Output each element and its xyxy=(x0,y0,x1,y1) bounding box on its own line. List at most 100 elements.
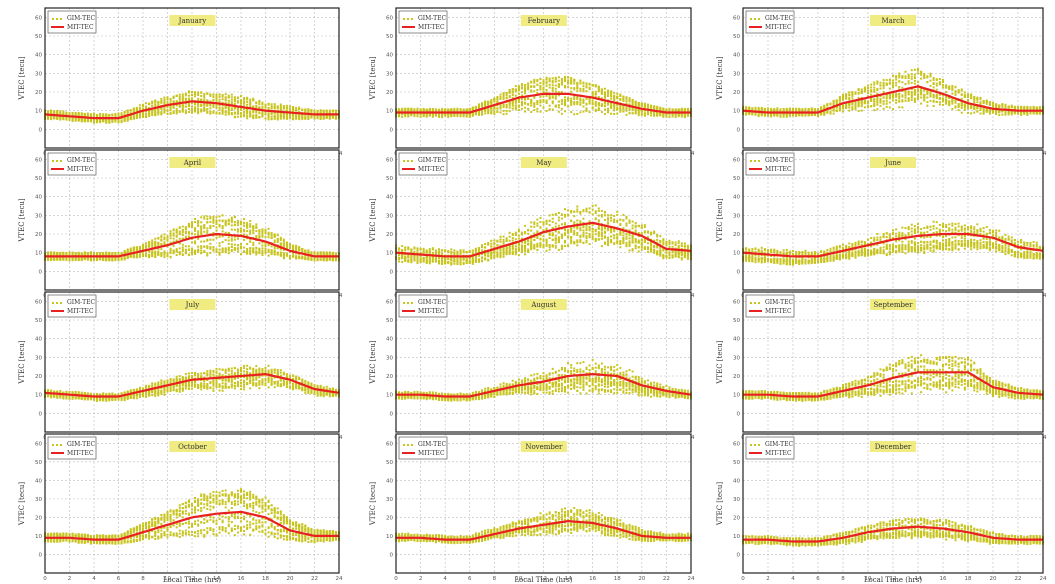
observed-point xyxy=(557,104,560,107)
observed-point xyxy=(603,105,606,108)
observed-point xyxy=(910,95,913,98)
observed-point xyxy=(246,108,249,111)
observed-point xyxy=(524,90,527,93)
observed-point xyxy=(444,110,447,113)
observed-point xyxy=(258,106,261,109)
observed-point xyxy=(249,98,252,101)
observed-point xyxy=(631,111,634,114)
observed-point xyxy=(50,118,53,121)
observed-point xyxy=(579,111,582,114)
observed-point xyxy=(487,112,490,115)
observed-point xyxy=(236,101,239,104)
observed-point xyxy=(938,93,941,96)
observed-point xyxy=(554,105,557,108)
observed-point xyxy=(1007,113,1010,116)
observed-point xyxy=(876,80,879,83)
observed-point xyxy=(273,249,276,252)
observed-point xyxy=(628,107,631,110)
observed-point xyxy=(246,117,249,120)
observed-point xyxy=(404,108,407,111)
observed-point xyxy=(243,96,246,99)
observed-point xyxy=(530,98,533,101)
observed-point xyxy=(298,108,301,111)
observed-point xyxy=(573,96,576,99)
observed-point xyxy=(157,103,160,106)
observed-point xyxy=(285,117,288,120)
observed-point xyxy=(879,104,882,107)
observed-point xyxy=(573,87,576,90)
observed-point xyxy=(885,82,888,85)
observed-point xyxy=(474,111,477,114)
observed-point xyxy=(957,109,960,112)
observed-point xyxy=(857,105,860,108)
observed-point xyxy=(194,92,197,95)
observed-point xyxy=(920,73,923,76)
observed-point xyxy=(175,110,178,113)
observed-point xyxy=(530,85,533,88)
observed-point xyxy=(582,99,585,102)
observed-point xyxy=(181,93,184,96)
observed-point xyxy=(56,110,59,113)
observed-point xyxy=(588,82,591,85)
observed-point xyxy=(860,92,863,95)
observed-point xyxy=(876,82,879,85)
observed-point xyxy=(276,239,279,242)
observed-point xyxy=(200,95,203,98)
observed-point xyxy=(264,113,267,116)
observed-point xyxy=(932,78,935,81)
observed-point xyxy=(591,103,594,106)
observed-point xyxy=(963,91,966,94)
legend-label: GIM-TEC xyxy=(418,15,447,22)
observed-point xyxy=(178,247,181,250)
observed-point xyxy=(233,220,236,223)
observed-point xyxy=(588,101,591,104)
observed-point xyxy=(857,96,860,99)
observed-point xyxy=(447,115,450,118)
observed-point xyxy=(1004,106,1007,109)
observed-point xyxy=(879,98,882,101)
observed-point xyxy=(240,115,242,118)
observed-point xyxy=(252,97,255,100)
observed-point xyxy=(407,107,410,110)
observed-point xyxy=(551,108,554,111)
observed-point xyxy=(172,104,175,107)
observed-point xyxy=(564,104,567,107)
observed-point xyxy=(754,113,757,116)
observed-point xyxy=(227,242,230,245)
observed-point xyxy=(870,99,873,102)
observed-point xyxy=(517,89,520,92)
observed-point xyxy=(863,87,866,90)
observed-point xyxy=(901,81,904,84)
observed-point xyxy=(227,99,230,102)
observed-point xyxy=(967,98,969,101)
observed-point xyxy=(967,106,969,109)
observed-point xyxy=(603,100,606,103)
observed-point xyxy=(564,84,567,87)
observed-point xyxy=(105,120,108,123)
observed-point xyxy=(801,113,804,116)
observed-point xyxy=(767,112,769,115)
observed-point xyxy=(677,114,680,117)
observed-point xyxy=(169,112,172,115)
observed-point xyxy=(172,100,175,103)
observed-point xyxy=(163,98,166,101)
observed-point xyxy=(215,103,218,106)
observed-point xyxy=(456,108,459,111)
y-tick-label: 60 xyxy=(386,15,393,21)
observed-point xyxy=(867,89,869,92)
observed-point xyxy=(255,251,258,254)
observed-point xyxy=(178,110,181,113)
observed-point xyxy=(551,89,554,92)
observed-point xyxy=(240,108,242,111)
observed-point xyxy=(295,116,298,119)
observed-point xyxy=(857,109,860,112)
observed-point xyxy=(677,109,680,112)
observed-point xyxy=(163,107,166,110)
y-tick-label: 50 xyxy=(733,34,740,40)
observed-point xyxy=(898,74,901,77)
observed-point xyxy=(610,97,613,100)
observed-point xyxy=(757,111,760,114)
observed-point xyxy=(557,100,560,103)
observed-point xyxy=(511,88,514,91)
